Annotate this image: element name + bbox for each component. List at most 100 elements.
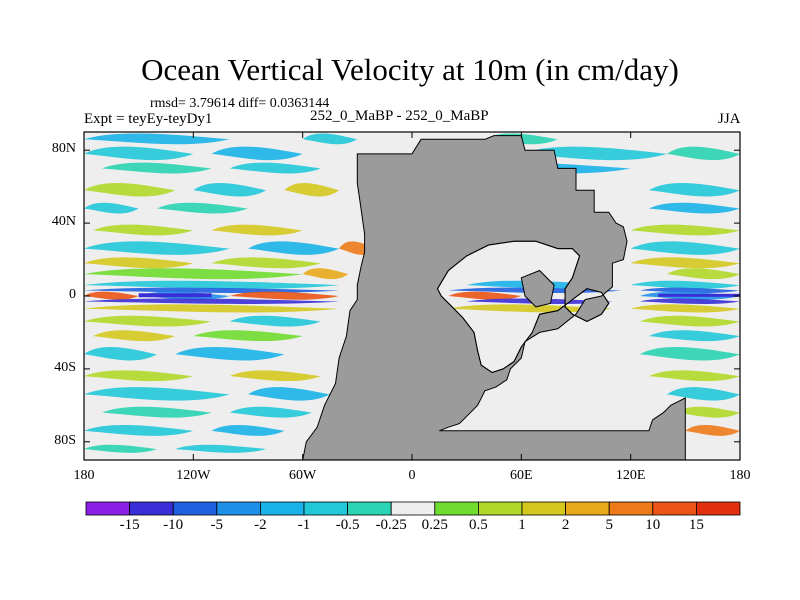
field-band: [229, 162, 321, 174]
plot-title: Ocean Vertical Velocity at 10m (in cm/da…: [141, 52, 679, 87]
map-plot-area: [84, 132, 740, 460]
field-band: [211, 146, 303, 161]
colorbar-swatch: [608, 501, 654, 516]
field-band: [84, 146, 194, 161]
field-band: [667, 146, 740, 161]
velocity-field: [84, 133, 740, 453]
field-band: [639, 315, 740, 327]
colorbar-swatch: [216, 501, 261, 516]
field-band: [84, 280, 340, 289]
field-band: [667, 268, 740, 280]
colorbar-label: -0.5: [335, 517, 360, 533]
field-band: [84, 298, 340, 304]
field-band: [229, 406, 312, 418]
field-band: [84, 304, 340, 313]
field-band: [175, 444, 267, 453]
colorbar-label: 15: [688, 517, 704, 533]
season-label: JJA: [718, 111, 741, 127]
field-band: [639, 347, 740, 361]
y-tick-label: 80N: [51, 141, 76, 157]
field-band: [229, 370, 321, 382]
field-band: [93, 224, 194, 236]
field-band: [639, 287, 740, 294]
y-tick-label: 40S: [54, 359, 76, 375]
colorbar-label: -5: [210, 517, 224, 533]
colorbar-swatch: [390, 501, 436, 516]
field-band: [685, 425, 740, 436]
field-band: [84, 202, 139, 214]
colorbar-swatch: [521, 501, 566, 516]
colorbar-label: 0.25: [421, 517, 448, 533]
field-band: [630, 304, 740, 313]
colorbar: [85, 501, 741, 516]
equatorial-streak: [658, 293, 740, 297]
field-band: [248, 241, 340, 255]
field-band: [93, 330, 176, 342]
field-band: [676, 406, 740, 418]
x-tick-label: 180: [73, 468, 95, 483]
y-tick-label: 80S: [54, 432, 76, 448]
field-band: [193, 330, 303, 342]
inland-island: [520, 269, 555, 308]
colorbar-label: 0.5: [469, 517, 488, 533]
colorbar-swatch: [129, 501, 174, 516]
colorbar-swatch: [434, 501, 479, 516]
field-band: [175, 347, 285, 361]
field-band: [84, 444, 157, 453]
field-band: [630, 280, 740, 289]
axis-ticks: [83, 132, 741, 460]
colorbar-label: 2: [561, 517, 570, 533]
field-band: [84, 347, 157, 361]
experiment-label: Expt = teyEy-teyDy1: [84, 111, 213, 127]
colorbar-label: 5: [605, 517, 613, 533]
inland-sea-coast: [436, 240, 610, 374]
colorbar-swatch: [652, 501, 697, 516]
field-band: [211, 257, 321, 269]
field-band: [84, 268, 303, 280]
field-band: [156, 202, 248, 214]
field-band: [84, 291, 139, 300]
field-band: [302, 268, 349, 280]
field-band: [84, 183, 176, 197]
field-band: [84, 241, 230, 255]
case-pair-label: 252_0_MaBP - 252_0_MaBP: [310, 108, 489, 124]
colorbar-swatch: [172, 501, 218, 516]
equatorial-streak: [138, 293, 212, 298]
x-tick-label: 60W: [289, 468, 317, 483]
field-band: [630, 257, 740, 269]
x-tick-label: 180: [729, 468, 751, 483]
field-band: [229, 315, 321, 327]
field-band: [648, 370, 740, 382]
field-band: [630, 224, 740, 236]
x-tick-label: 120E: [615, 468, 646, 483]
colorbar-swatch: [303, 501, 348, 516]
field-band: [84, 387, 230, 401]
land-mask: [302, 135, 686, 460]
stats-text: rmsd= 3.79614 diff= 0.0363144: [150, 96, 330, 111]
field-band: [84, 257, 194, 269]
colorbar-label: 1: [518, 517, 526, 533]
field-band: [211, 425, 285, 436]
field-band: [84, 133, 230, 145]
colorbar-swatch: [696, 501, 741, 516]
colorbar-label: -2: [254, 517, 267, 533]
field-band: [521, 146, 668, 161]
field-band: [248, 387, 330, 401]
field-band: [84, 287, 340, 294]
field-band: [84, 370, 194, 382]
colorbar-label: -1: [297, 517, 311, 533]
field-band: [648, 202, 740, 214]
x-tick-label: 60E: [510, 468, 533, 483]
field-band: [448, 304, 613, 313]
field-band: [102, 162, 212, 174]
field-band: [102, 406, 212, 418]
field-band: [667, 387, 740, 401]
field-band: [284, 183, 340, 197]
field-band: [211, 224, 303, 236]
y-tick-label: 0: [69, 287, 76, 302]
field-band: [648, 183, 740, 197]
x-tick-label: 120W: [176, 468, 211, 483]
colorbar-swatch: [565, 501, 610, 516]
field-band: [648, 330, 740, 342]
field-band: [84, 425, 194, 436]
